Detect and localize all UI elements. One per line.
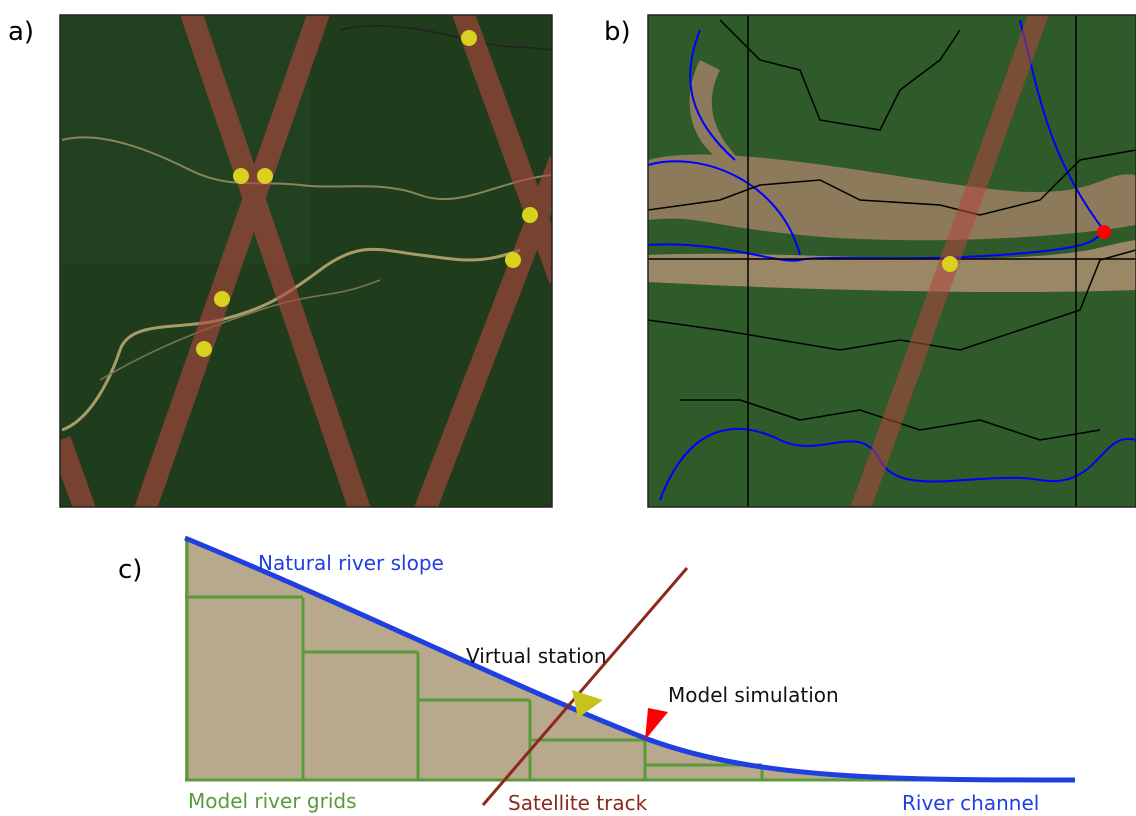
station-label: Virtual station: [466, 644, 607, 668]
panel-label: c): [118, 555, 142, 585]
satellite-image-b: [648, 15, 1136, 507]
frame: [647, 14, 1136, 508]
panel-label: a): [8, 17, 34, 47]
channel-label: River channel: [902, 791, 1039, 815]
satellite-image-a: [60, 15, 552, 507]
slope-diagram: [184, 535, 1076, 806]
frame: [59, 14, 553, 508]
grids-label: Model river grids: [188, 789, 357, 813]
panel-label: b): [604, 17, 631, 47]
slope-label: Natural river slope: [258, 551, 444, 575]
simulation-label: Model simulation: [668, 683, 839, 707]
track-label: Satellite track: [508, 791, 648, 815]
